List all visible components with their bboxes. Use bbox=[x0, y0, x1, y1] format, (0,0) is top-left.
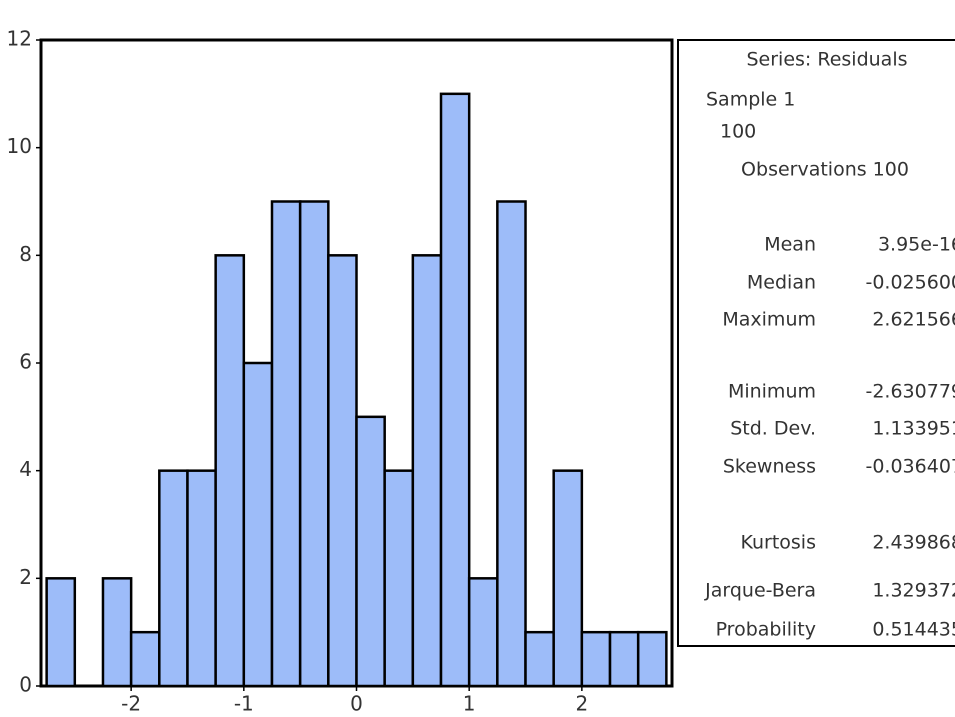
stats-sample-end: 100 bbox=[720, 121, 756, 143]
stat-label: Mean bbox=[764, 234, 816, 256]
bar bbox=[439, 92, 471, 688]
stat-label: Minimum bbox=[728, 381, 816, 403]
y-tick-label: 6 bbox=[19, 350, 32, 374]
stat-label: Probability bbox=[716, 619, 816, 641]
bars bbox=[45, 92, 668, 688]
bar bbox=[327, 254, 358, 688]
y-tick-label: 10 bbox=[7, 134, 32, 158]
bar bbox=[101, 577, 133, 688]
bar bbox=[45, 577, 77, 688]
stat-value: -2.630779 bbox=[865, 381, 955, 403]
bar bbox=[186, 469, 217, 688]
stats-frame bbox=[677, 39, 955, 647]
bar bbox=[298, 200, 330, 688]
bar bbox=[158, 469, 189, 688]
stat-label: Maximum bbox=[722, 309, 816, 331]
stat-label: Median bbox=[747, 272, 816, 294]
bar bbox=[214, 254, 246, 688]
stat-value: 1.329372 bbox=[872, 580, 955, 602]
stats-observations: Observations 100 bbox=[741, 159, 909, 181]
stat-value: 2.439868 bbox=[872, 532, 955, 554]
x-tick-label: -1 bbox=[234, 692, 254, 716]
bar bbox=[524, 630, 555, 688]
bar bbox=[608, 630, 640, 688]
stat-value: 0.514435 bbox=[872, 619, 955, 641]
bar bbox=[355, 415, 386, 688]
stats-sample: Sample 1 bbox=[706, 89, 795, 111]
y-tick-label: 0 bbox=[19, 673, 32, 697]
stat-label: Kurtosis bbox=[740, 532, 816, 554]
bar bbox=[129, 630, 161, 688]
stat-label: Jarque-Bera bbox=[704, 580, 816, 602]
bar bbox=[580, 630, 612, 688]
stat-value: 3.95e-16 bbox=[878, 234, 955, 256]
bar bbox=[496, 200, 527, 688]
stat-value: -0.025600 bbox=[865, 272, 955, 294]
y-tick-label: 2 bbox=[19, 565, 32, 589]
y-tick-label: 8 bbox=[19, 242, 32, 266]
y-tick-label: 4 bbox=[19, 457, 32, 481]
bar bbox=[636, 630, 668, 688]
stat-label: Std. Dev. bbox=[730, 418, 816, 440]
x-tick-label: -2 bbox=[121, 692, 141, 716]
stats-series: Series: Residuals bbox=[746, 49, 907, 71]
bar bbox=[467, 577, 499, 688]
bar bbox=[552, 469, 584, 688]
x-tick-label: 2 bbox=[575, 692, 588, 716]
bar bbox=[242, 361, 274, 688]
stats-panel: Series: Residuals Sample 1 100 Observati… bbox=[706, 49, 909, 181]
stat-value: 1.133951 bbox=[872, 418, 955, 440]
stat-label: Skewness bbox=[723, 456, 816, 478]
y-tick-label: 12 bbox=[7, 27, 32, 51]
x-tick-label: 0 bbox=[350, 692, 363, 716]
stats-rows: Mean 3.95e-16 Median -0.025600 Maximum 2.6215… bbox=[704, 234, 955, 641]
stat-value: 2.621566 bbox=[872, 309, 955, 331]
bar bbox=[411, 254, 443, 688]
bar bbox=[270, 200, 302, 688]
stat-value: -0.036407 bbox=[865, 456, 955, 478]
x-tick-label: 1 bbox=[463, 692, 476, 716]
bar bbox=[383, 469, 415, 688]
